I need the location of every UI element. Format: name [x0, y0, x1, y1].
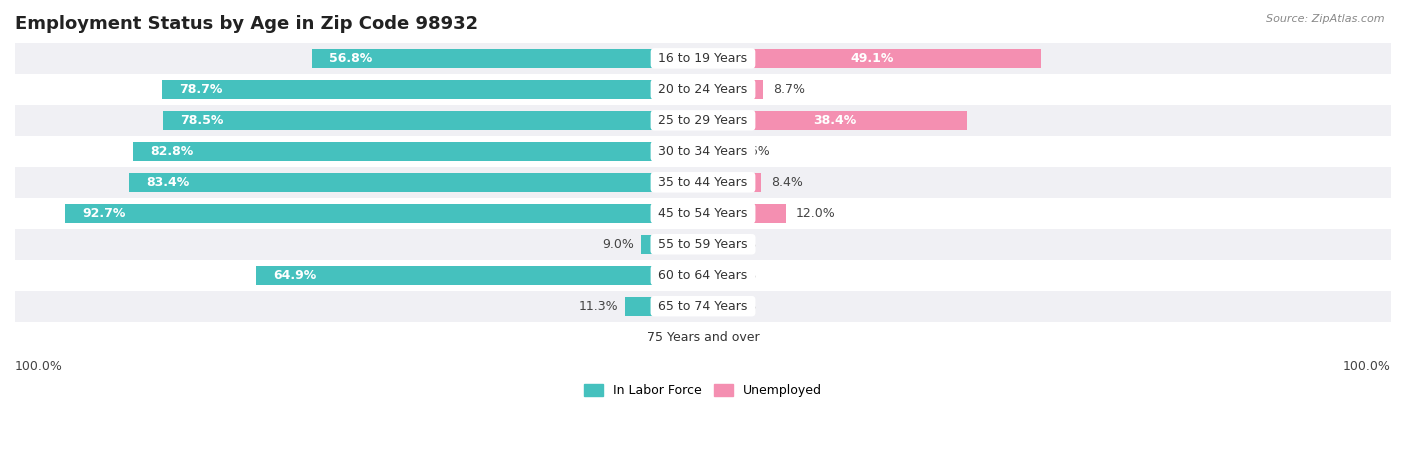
Text: 16 to 19 Years: 16 to 19 Years	[654, 52, 752, 65]
Text: Source: ZipAtlas.com: Source: ZipAtlas.com	[1267, 14, 1385, 23]
Text: 83.4%: 83.4%	[146, 176, 190, 189]
Text: 78.7%: 78.7%	[179, 83, 222, 96]
Text: 8.4%: 8.4%	[770, 176, 803, 189]
Bar	[15, 260, 1391, 291]
Bar	[703, 111, 967, 130]
Bar	[15, 291, 1391, 322]
Text: 0.0%: 0.0%	[724, 300, 755, 313]
Text: 64.9%: 64.9%	[274, 269, 316, 282]
Text: 35 to 44 Years: 35 to 44 Years	[654, 176, 752, 189]
Text: 0.0%: 0.0%	[724, 269, 755, 282]
Text: 11.3%: 11.3%	[579, 300, 619, 313]
Text: Employment Status by Age in Zip Code 98932: Employment Status by Age in Zip Code 989…	[15, 15, 478, 33]
Text: 49.1%: 49.1%	[851, 52, 894, 65]
Text: 0.0%: 0.0%	[724, 238, 755, 251]
Bar	[15, 136, 1391, 167]
Bar	[703, 235, 713, 254]
Bar	[703, 327, 713, 347]
Bar	[641, 235, 703, 254]
Text: 75 Years and over: 75 Years and over	[643, 331, 763, 344]
Text: 8.7%: 8.7%	[773, 83, 806, 96]
Text: 92.7%: 92.7%	[83, 207, 125, 220]
Text: 82.8%: 82.8%	[150, 145, 194, 158]
Text: 12.0%: 12.0%	[796, 207, 835, 220]
Bar	[703, 266, 713, 285]
Text: 100.0%: 100.0%	[1343, 360, 1391, 373]
Bar	[162, 80, 703, 99]
Bar	[15, 198, 1391, 229]
Bar	[256, 266, 703, 285]
Text: 0.0%: 0.0%	[657, 331, 689, 344]
Text: 78.5%: 78.5%	[180, 114, 224, 127]
Bar	[129, 173, 703, 192]
Text: 30 to 34 Years: 30 to 34 Years	[654, 145, 752, 158]
Text: 65 to 74 Years: 65 to 74 Years	[654, 300, 752, 313]
Bar	[703, 49, 1040, 68]
Text: 60 to 64 Years: 60 to 64 Years	[654, 269, 752, 282]
Text: 9.0%: 9.0%	[602, 238, 634, 251]
Bar	[65, 204, 703, 223]
Bar	[15, 43, 1391, 74]
Bar	[703, 80, 763, 99]
Bar	[163, 111, 703, 130]
Bar	[15, 229, 1391, 260]
Text: 38.4%: 38.4%	[814, 114, 856, 127]
Bar	[703, 142, 728, 161]
Bar	[15, 74, 1391, 105]
Bar	[312, 49, 703, 68]
Text: 100.0%: 100.0%	[15, 360, 63, 373]
Bar	[15, 322, 1391, 353]
Text: 3.6%: 3.6%	[738, 145, 770, 158]
Legend: In Labor Force, Unemployed: In Labor Force, Unemployed	[579, 379, 827, 402]
Bar	[15, 167, 1391, 198]
Text: 20 to 24 Years: 20 to 24 Years	[654, 83, 752, 96]
Bar	[134, 142, 703, 161]
Bar	[703, 297, 713, 316]
Text: 0.0%: 0.0%	[724, 331, 755, 344]
Text: 55 to 59 Years: 55 to 59 Years	[654, 238, 752, 251]
Text: 45 to 54 Years: 45 to 54 Years	[654, 207, 752, 220]
Bar	[703, 173, 761, 192]
Text: 56.8%: 56.8%	[329, 52, 373, 65]
Bar	[703, 204, 786, 223]
Bar	[15, 105, 1391, 136]
Text: 25 to 29 Years: 25 to 29 Years	[654, 114, 752, 127]
Bar	[626, 297, 703, 316]
